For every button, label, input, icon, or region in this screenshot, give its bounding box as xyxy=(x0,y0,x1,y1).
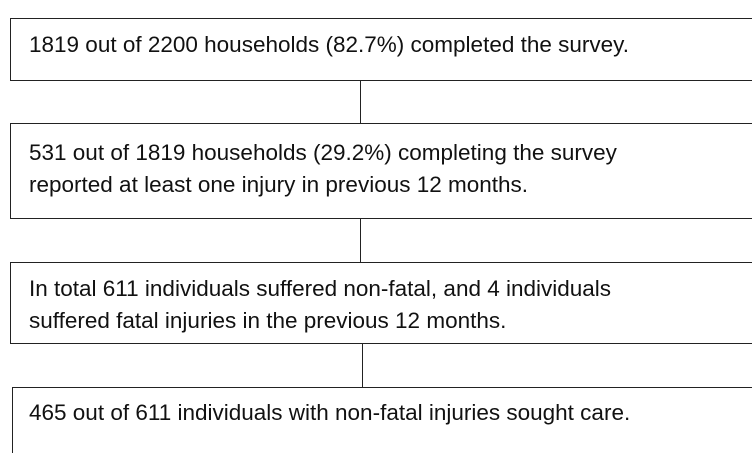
flow-box: 531 out of 1819 households (29.2%) compl… xyxy=(10,123,752,219)
connector xyxy=(360,219,361,262)
box-text: reported at least one injury in previous… xyxy=(29,172,529,197)
box-text: In total 611 individuals suffered non-fa… xyxy=(29,276,612,301)
connector xyxy=(360,81,361,123)
box-text: suffered fatal injuries in the previous … xyxy=(29,308,507,333)
flow-box: 465 out of 611 individuals with non-fata… xyxy=(12,387,752,453)
flow-box: In total 611 individuals suffered non-fa… xyxy=(10,262,752,344)
box-text: 531 out of 1819 households (29.2%) compl… xyxy=(29,140,617,165)
flow-box: 1819 out of 2200 households (82.7%) comp… xyxy=(10,18,752,81)
box-text: 465 out of 611 individuals with non-fata… xyxy=(29,400,631,425)
box-text: 1819 out of 2200 households (82.7%) comp… xyxy=(29,32,629,57)
connector xyxy=(362,344,363,387)
